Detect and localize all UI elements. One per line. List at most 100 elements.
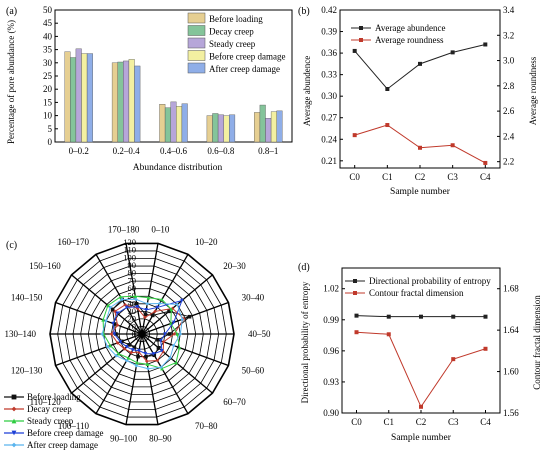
panel-d-point [451,357,456,362]
panel-c-legend-marker [11,430,17,436]
panel-c-point [112,332,117,336]
panel-c-point [124,345,129,349]
panel-c-point [171,343,176,348]
panel-c-point [109,332,114,336]
panel-c-point [126,356,130,360]
panel-b-point [450,143,455,148]
panel-c-point [144,359,149,363]
panel-a-bar [70,57,77,143]
panel-c-angle-label: 40–50 [248,329,271,339]
panel-a-ytick-label: 0 [48,137,53,147]
panel-a-ytick-label: 15 [43,97,53,107]
panel-c-spoke [141,301,229,335]
panel-c-legend-label: After creep damage [27,440,98,450]
panel-c-radial-tick-label: 80 [128,268,137,278]
panel-c-point [134,301,139,306]
panel-d-ytick-label: 0.96 [323,346,339,356]
panel-b-point [483,160,488,165]
panel-c-point [145,362,150,367]
panel-b-xtick-label: C2 [415,172,426,182]
panel-c-radial-tick-label: 0 [132,329,136,339]
panel-c-angle-label: 70–80 [195,421,218,431]
panel-a-bar [128,59,135,143]
panel-d-ytick-right-label: 1.68 [503,284,519,294]
panel-c-point [118,340,123,344]
panel-d-ytick-right-label: 1.56 [503,408,519,418]
panel-a-ytick-label: 10 [43,111,53,121]
panel-a-ytick-label: 20 [43,84,53,94]
panel-c-series-line [110,304,185,362]
panel-c-point [155,358,160,363]
panel-d-xtick-label: C1 [383,417,394,427]
panel-c-radial-tick-label: 100 [123,252,136,262]
panel-c-legend-label: Before loading [27,392,81,402]
panel-b-xtick-label: C0 [349,172,360,182]
panel-b-legend-marker [359,26,363,30]
panel-c-point [181,316,186,321]
panel-c-legend-marker [11,418,17,424]
panel-a-bar [229,114,236,143]
panel-c-point [108,305,113,310]
panel-b-ytick-label: 0.21 [321,156,337,166]
panel-c-label: (c) [6,240,17,251]
panel-b-ytick-right-label: 2.6 [503,106,515,116]
panel-c-point [110,307,115,312]
panel-c-radial-tick-label: 50 [128,291,137,301]
panel-c-point [133,294,138,299]
panel-a-bar [259,104,266,143]
panel-b-ytick-label: 0.39 [321,27,337,37]
panel-c-point [174,360,178,365]
panel-d-ylabel: Directional probability of entropy [300,281,310,403]
panel-c-angle-label: 110–120 [30,397,62,407]
panel-a-bar [223,115,230,143]
panel-c-point [167,309,171,314]
panel-c-point [156,337,160,342]
panel-b-ytick-label: 0.42 [321,5,337,15]
panel-c-point [135,360,139,365]
panel-c-point [163,332,167,336]
panel-c-angle-label: 130–140 [5,329,37,339]
panel-a-bar [176,106,183,143]
panel-a-ytick-label: 50 [43,5,53,15]
panel-c-point [144,354,148,359]
panel-c-angle-label: 120–130 [11,365,43,375]
panel-b-point [385,123,390,128]
panel-d-point [386,332,391,337]
panel-c-spoke [141,254,189,335]
panel-d-legend-marker [353,291,357,295]
panel-b-point [418,61,422,66]
panel-d-ytick-label: 0.93 [323,377,339,387]
panel-b-label: (b) [298,6,310,17]
panel-a-bar [265,118,272,143]
panel-c-point [159,365,163,369]
panel-b-ylabel: Average abundence [302,56,312,127]
panel-a-legend-swatch [187,12,206,24]
panel-a-label: (a) [6,6,17,17]
panel-c-point [120,339,124,344]
panel-c-angle-label: 80–90 [149,433,172,443]
panel-c-point [168,355,172,360]
panel-c-point [134,363,139,368]
panel-c-legend-label: Decay creep [27,404,72,414]
panel-b-ytick-label: 0.24 [321,134,337,144]
panel-d-xtick-label: C0 [351,417,362,427]
panel-c-point [152,353,157,358]
panel-d-point [354,330,359,335]
panel-a-xlabel: Abundance distribution [133,163,223,173]
panel-c-radial-tick-label: 60 [128,283,137,293]
panel-b-legend-label: Average roundness [375,35,444,45]
panel-c-point [155,305,160,310]
panel-c-angle-label: 60–70 [223,397,246,407]
panel-c-point [172,332,176,336]
panel-b-point [483,42,488,47]
panel-a-legend-swatch [187,25,206,36]
panel-c-angle-label: 30–40 [242,293,265,303]
panel-a-ytick-label: 25 [43,71,53,81]
panel-a-bar [217,114,224,143]
panel-a-ytick-label: 35 [43,45,53,55]
panel-c-point [136,354,140,359]
panel-d-legend-label: Directional probability of entropy [369,276,491,286]
panel-b-xtick-label: C4 [480,172,491,182]
panel-c-spoke [71,274,143,335]
